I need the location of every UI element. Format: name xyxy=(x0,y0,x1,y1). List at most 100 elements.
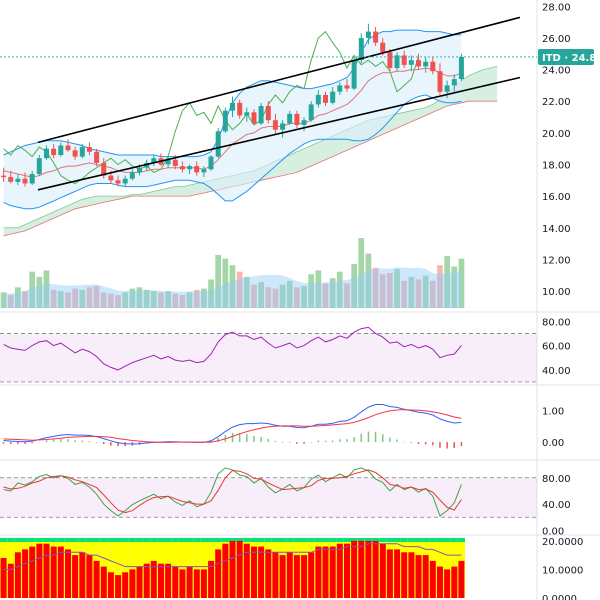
macd-line xyxy=(3,404,462,445)
macd-histogram-bar xyxy=(382,434,384,443)
indicator-red-bar xyxy=(358,540,365,598)
indicator-red-bar xyxy=(93,560,100,598)
candle-body xyxy=(387,52,393,68)
macd-histogram-bar xyxy=(60,438,62,443)
indicator-red-bar xyxy=(229,540,236,598)
macd-histogram-bar xyxy=(432,442,434,446)
price-axis-tick-label: 18.00 xyxy=(542,160,571,171)
price-axis-tick-label: 16.00 xyxy=(542,192,571,203)
candle-body xyxy=(323,94,328,103)
indicator-top-bar xyxy=(214,538,222,542)
indicator-red-bar xyxy=(158,563,164,598)
indicator-top-bar xyxy=(50,538,58,542)
volume-bar xyxy=(422,275,429,308)
volume-bar xyxy=(50,289,57,308)
candle-body xyxy=(129,172,135,179)
macd-histogram-bar xyxy=(217,438,219,443)
macd-histogram-bar xyxy=(103,442,105,444)
indicator-red-bar xyxy=(143,563,150,598)
indicator-red-bar xyxy=(122,572,129,598)
indicator-top-bar xyxy=(336,538,344,542)
volume-bar xyxy=(215,254,221,308)
volume-bar xyxy=(387,273,393,308)
volume-bar xyxy=(122,292,128,308)
indicator-red-bar xyxy=(86,555,93,598)
volume-bar xyxy=(243,276,250,308)
indicator-red-bar xyxy=(100,566,107,598)
macd-histogram-bar xyxy=(117,442,119,447)
indicator-top-bar xyxy=(286,538,294,542)
price-axis-tick-label: 12.00 xyxy=(542,255,571,266)
macd-histogram-bar xyxy=(324,440,327,443)
indicator-top-bar xyxy=(28,538,36,542)
candle-body xyxy=(444,85,450,92)
candle-body xyxy=(244,112,250,116)
indicator-red-bar xyxy=(279,555,286,598)
candle-body xyxy=(101,162,107,176)
volume-bar xyxy=(408,276,415,308)
candle-body xyxy=(51,148,57,155)
volume-bar xyxy=(429,280,436,308)
indicator-background-bar xyxy=(121,538,129,598)
macd-histogram-bar xyxy=(31,442,33,444)
macd-histogram-bar xyxy=(389,437,391,443)
indicator-red-bar xyxy=(43,543,50,598)
volume-bar xyxy=(43,270,50,308)
indicator-top-bar xyxy=(400,538,408,542)
macd-histogram-bar xyxy=(231,432,234,443)
macd-histogram-bar xyxy=(67,439,69,443)
candle-body xyxy=(172,159,178,166)
volume-bar xyxy=(265,287,272,308)
macd-histogram-bar xyxy=(346,439,348,443)
candle-body xyxy=(222,110,228,132)
candle-body xyxy=(416,60,421,67)
macd-histogram-bar xyxy=(339,439,341,443)
indicator-top-bar xyxy=(85,538,93,542)
indicator-red-bar xyxy=(372,540,379,598)
candle-body xyxy=(72,150,78,157)
indicator-red-bar xyxy=(222,543,229,598)
indicator-top-bar xyxy=(221,538,229,542)
price-axis-tick-label: 20.00 xyxy=(542,129,571,140)
volume-ma-area xyxy=(3,267,462,308)
macd-histogram-bar xyxy=(281,442,284,443)
indicator-red-bar xyxy=(186,566,193,598)
volume-bar xyxy=(179,295,186,308)
indicator-red-bar xyxy=(36,543,43,598)
indicator-top-bar xyxy=(21,538,29,542)
indicator-top-bar xyxy=(57,538,65,542)
macd-histogram-bar xyxy=(17,442,19,444)
indicator-top-bar xyxy=(128,538,136,542)
indicator-top-bar xyxy=(379,538,387,542)
indicator-red-bar xyxy=(243,543,250,598)
candle-body xyxy=(251,112,257,124)
volume-bar xyxy=(186,292,193,308)
macd-histogram-bar xyxy=(246,434,248,443)
indicator-red-bar xyxy=(401,552,408,598)
indicator-top-bar xyxy=(71,538,79,542)
volume-bar xyxy=(451,266,458,308)
volume-bar xyxy=(336,271,343,308)
indicator-top-bar xyxy=(178,538,186,542)
macd-histogram-bar xyxy=(410,442,413,443)
volume-bar xyxy=(301,286,307,308)
candle-body xyxy=(344,85,350,89)
indicator-red-bar xyxy=(115,575,122,598)
indicator-top-bar xyxy=(121,538,129,542)
macd-histogram-bar xyxy=(10,442,12,444)
stochastic-k-line xyxy=(3,467,462,517)
macd-histogram-bar xyxy=(317,440,320,443)
candle-body xyxy=(301,120,307,125)
candle-body xyxy=(79,147,85,157)
indicator-top-bar xyxy=(35,538,43,542)
price-axis-tick-label: 14.00 xyxy=(542,224,571,235)
candle-body xyxy=(308,104,314,121)
macd-histogram-bar xyxy=(110,442,112,446)
macd-histogram-bar xyxy=(238,432,241,443)
indicator-red-bar xyxy=(29,546,36,598)
macd-histogram-bar xyxy=(331,440,334,443)
indicator-top-bar xyxy=(243,538,251,542)
volume-bar xyxy=(158,292,164,308)
